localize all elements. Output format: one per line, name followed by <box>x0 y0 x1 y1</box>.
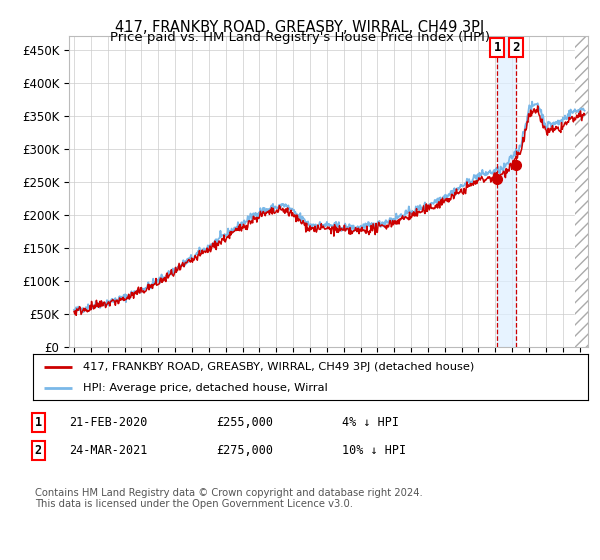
Text: 21-FEB-2020: 21-FEB-2020 <box>69 416 148 430</box>
Text: HPI: Average price, detached house, Wirral: HPI: Average price, detached house, Wirr… <box>83 382 328 393</box>
Text: 10% ↓ HPI: 10% ↓ HPI <box>342 444 406 458</box>
Text: 2: 2 <box>35 444 42 458</box>
Text: 1: 1 <box>494 41 501 54</box>
Text: 1: 1 <box>35 416 42 430</box>
Text: 417, FRANKBY ROAD, GREASBY, WIRRAL, CH49 3PJ (detached house): 417, FRANKBY ROAD, GREASBY, WIRRAL, CH49… <box>83 362 474 372</box>
Text: 2: 2 <box>512 41 520 54</box>
Text: 24-MAR-2021: 24-MAR-2021 <box>69 444 148 458</box>
Bar <box>575 17 600 347</box>
Text: £275,000: £275,000 <box>216 444 273 458</box>
Text: 417, FRANKBY ROAD, GREASBY, WIRRAL, CH49 3PJ: 417, FRANKBY ROAD, GREASBY, WIRRAL, CH49… <box>115 20 485 35</box>
Text: Price paid vs. HM Land Registry's House Price Index (HPI): Price paid vs. HM Land Registry's House … <box>110 31 490 44</box>
Bar <box>575 36 600 347</box>
Text: 4% ↓ HPI: 4% ↓ HPI <box>342 416 399 430</box>
Bar <box>497 36 516 347</box>
Text: £255,000: £255,000 <box>216 416 273 430</box>
Text: Contains HM Land Registry data © Crown copyright and database right 2024.
This d: Contains HM Land Registry data © Crown c… <box>35 488 422 509</box>
